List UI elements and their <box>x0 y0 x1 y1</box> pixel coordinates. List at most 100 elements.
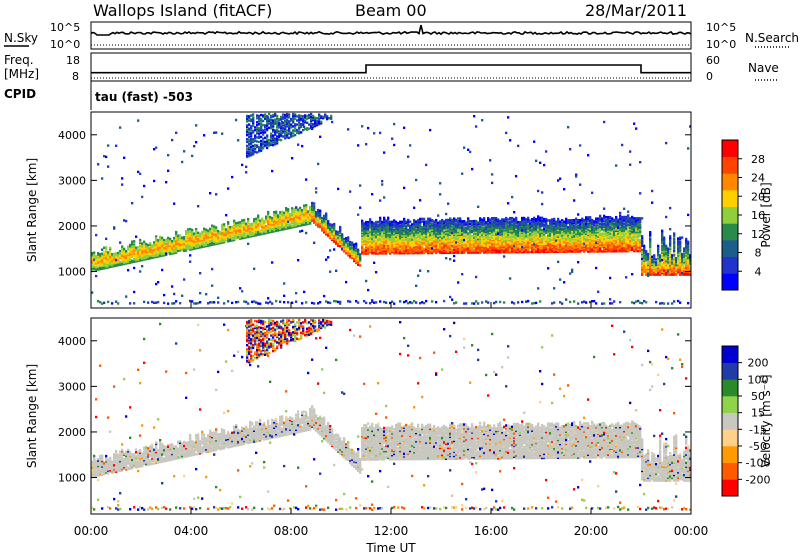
data-cell <box>379 131 382 135</box>
data-cell <box>225 228 228 231</box>
data-cell <box>505 249 508 253</box>
data-cell <box>319 217 322 221</box>
data-cell <box>455 237 458 241</box>
data-cell <box>369 249 372 252</box>
data-cell <box>541 202 544 206</box>
data-cell <box>387 242 390 245</box>
data-cell <box>589 225 592 229</box>
data-cell <box>551 302 554 305</box>
data-cell <box>385 222 388 225</box>
data-cell <box>297 209 300 213</box>
data-cell <box>267 220 270 223</box>
data-cell <box>557 260 560 264</box>
data-cell <box>415 284 418 287</box>
data-cell <box>597 231 600 234</box>
data-cell <box>317 218 320 221</box>
data-cell <box>513 251 516 254</box>
data-cell <box>515 218 518 221</box>
data-cell <box>135 247 138 251</box>
data-cell <box>115 256 118 259</box>
data-cell <box>487 219 490 223</box>
data-cell <box>525 248 528 251</box>
data-cell <box>399 241 402 244</box>
data-cell <box>421 225 424 229</box>
data-cell <box>397 234 400 237</box>
data-cell <box>169 245 172 249</box>
data-cell <box>395 239 398 243</box>
data-cell <box>143 248 146 252</box>
data-cell <box>447 244 450 248</box>
data-cell <box>543 249 546 252</box>
data-cell <box>193 239 196 242</box>
data-cell <box>227 221 230 224</box>
data-cell <box>259 233 262 236</box>
data-cell <box>203 245 206 248</box>
data-cell <box>439 220 442 223</box>
data-cell <box>587 233 590 237</box>
data-cell <box>501 233 504 236</box>
data-cell <box>197 205 200 208</box>
data-cell <box>243 227 246 230</box>
data-cell <box>149 243 152 246</box>
data-cell <box>385 242 388 245</box>
data-cell <box>179 234 182 237</box>
data-cell <box>175 247 178 250</box>
data-cell <box>439 247 442 250</box>
data-cell <box>429 223 432 226</box>
data-cell <box>609 216 612 219</box>
data-cell <box>551 220 554 223</box>
data-cell <box>441 236 444 239</box>
data-cell <box>611 226 614 230</box>
data-cell <box>331 238 334 242</box>
data-cell <box>305 223 308 226</box>
data-cell <box>373 230 376 233</box>
data-cell <box>589 227 592 230</box>
data-cell <box>185 235 188 238</box>
data-cell <box>505 230 508 233</box>
data-cell <box>297 215 300 218</box>
data-cell <box>349 256 352 259</box>
data-cell <box>105 251 108 254</box>
data-cell <box>513 234 516 237</box>
data-cell <box>453 220 456 223</box>
data-cell <box>527 238 530 241</box>
data-cell <box>103 260 106 263</box>
data-cell <box>515 175 518 178</box>
data-cell <box>99 259 102 263</box>
data-cell <box>187 235 190 238</box>
data-cell <box>103 267 106 270</box>
data-cell <box>543 217 546 221</box>
data-cell <box>435 221 438 225</box>
data-cell <box>577 225 580 229</box>
data-cell <box>415 223 418 226</box>
data-cell <box>417 220 420 223</box>
data-cell <box>105 257 108 260</box>
data-cell <box>605 221 608 224</box>
data-cell <box>197 239 200 243</box>
data-cell <box>487 244 490 247</box>
data-cell <box>133 246 136 250</box>
data-cell <box>591 240 594 244</box>
data-cell <box>97 163 100 166</box>
data-cell <box>343 250 346 253</box>
data-cell <box>547 250 550 254</box>
data-cell <box>509 223 512 227</box>
data-cell <box>455 236 458 239</box>
data-cell <box>373 227 376 231</box>
data-cell <box>575 236 578 240</box>
data-cell <box>93 258 96 261</box>
data-cell <box>487 241 490 245</box>
data-cell <box>395 234 398 237</box>
data-cell <box>165 246 168 250</box>
data-cell <box>569 232 572 236</box>
data-cell <box>593 300 596 303</box>
data-cell <box>373 231 376 235</box>
data-cell <box>549 230 552 233</box>
data-cell <box>333 237 336 241</box>
data-cell <box>489 222 492 225</box>
data-cell <box>419 224 422 227</box>
data-cell <box>483 221 486 224</box>
data-cell <box>491 251 494 254</box>
data-cell <box>333 236 336 239</box>
data-cell <box>407 228 410 232</box>
